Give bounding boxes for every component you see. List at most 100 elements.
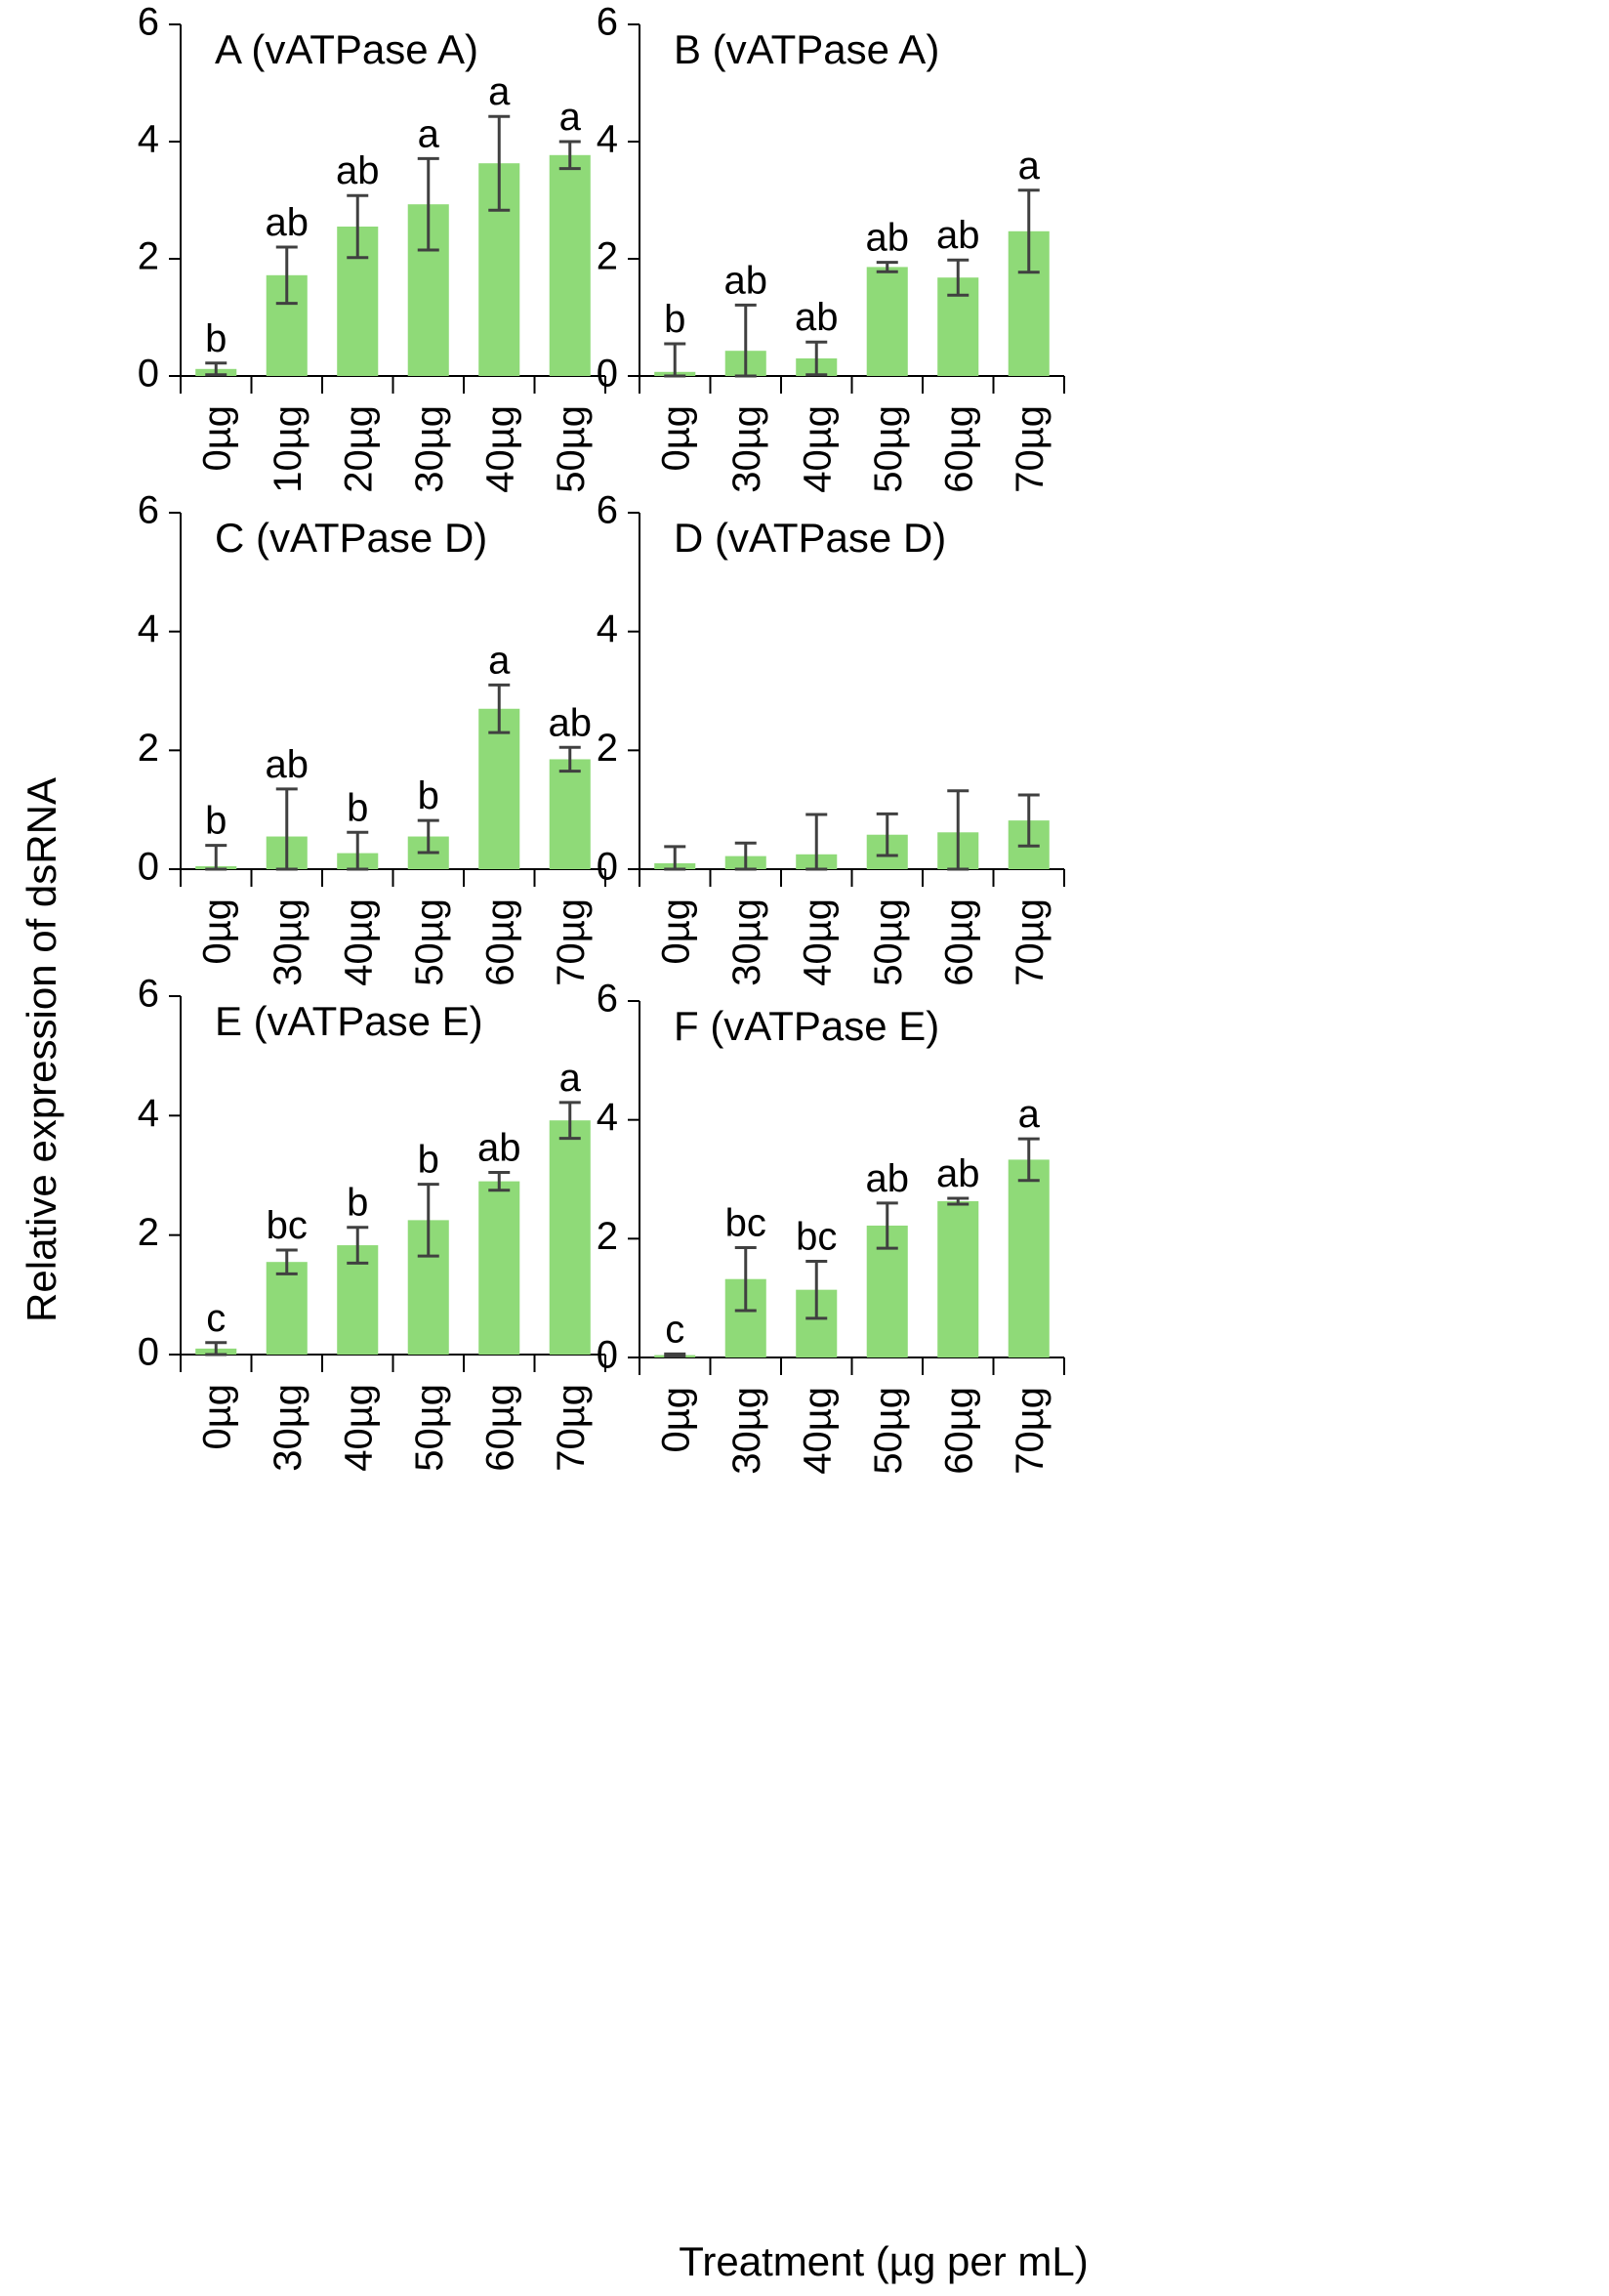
bar: [549, 154, 591, 376]
x-tick-label: 40µg: [796, 898, 839, 986]
y-tick-label: 2: [138, 1211, 159, 1254]
x-tick-label: 70µg: [1009, 405, 1052, 493]
x-tick-label: 70µg: [1009, 898, 1052, 986]
bar: [866, 267, 908, 376]
x-tick-label: 30µg: [725, 1387, 768, 1475]
x-tick-label: 40µg: [337, 898, 380, 986]
significance-label: b: [347, 1182, 368, 1225]
y-tick-label: 6: [597, 1, 618, 44]
significance-label: a: [559, 96, 582, 139]
x-tick-label: 50µg: [867, 405, 910, 493]
x-tick-label: 0µg: [195, 405, 238, 472]
significance-label: b: [418, 1139, 439, 1182]
bar: [478, 708, 520, 869]
chart-title: A (vATPase A): [215, 26, 478, 72]
significance-label: a: [559, 1057, 582, 1100]
x-tick-label: 0µg: [654, 1387, 697, 1453]
x-tick-label: 50µg: [550, 405, 593, 493]
significance-label: a: [418, 112, 440, 155]
significance-label: ab: [795, 296, 839, 339]
y-tick-label: 4: [138, 1092, 159, 1135]
x-tick-label: 60µg: [937, 898, 980, 986]
chart-title: E (vATPase E): [215, 998, 483, 1044]
significance-label: ab: [336, 149, 380, 192]
significance-label: a: [488, 70, 511, 113]
chart-panel: 0 2 4 6 c 0µg bc 30µg bc 40µg ab 50µg ab 60µg a 70µg F (…: [597, 978, 1065, 1475]
significance-label: ab: [477, 1126, 521, 1169]
x-tick-label: 60µg: [937, 405, 980, 493]
x-tick-label: 0µg: [654, 405, 697, 472]
significance-label: b: [664, 298, 685, 341]
significance-label: b: [205, 800, 227, 843]
y-tick-label: 6: [138, 1, 159, 44]
significance-label: a: [488, 639, 511, 682]
y-tick-label: 2: [597, 1215, 618, 1258]
x-tick-label: 0µg: [195, 1384, 238, 1450]
x-tick-label: 40µg: [796, 1387, 839, 1475]
x-tick-label: 30µg: [725, 898, 768, 986]
chart-title: D (vATPase D): [674, 515, 946, 561]
significance-label: ab: [549, 701, 593, 744]
x-tick-label: 40µg: [796, 405, 839, 493]
y-tick-label: 2: [597, 235, 618, 278]
bar: [549, 1120, 591, 1355]
x-tick-label: 0µg: [195, 898, 238, 965]
x-tick-label: 60µg: [478, 1384, 521, 1472]
significance-label: ab: [936, 214, 980, 257]
bar: [937, 1201, 979, 1357]
x-tick-label: 10µg: [267, 405, 309, 493]
bar: [549, 759, 591, 869]
chart-panel: 0 2 4 6 b 0µg ab 10µg ab 20µg a 30µg a 40µg a 50µg A (vA…: [138, 1, 606, 493]
y-tick-label: 0: [138, 846, 159, 889]
x-tick-label: 20µg: [337, 405, 380, 493]
significance-label: c: [665, 1308, 684, 1351]
y-tick-label: 2: [597, 727, 618, 770]
x-tick-label: 70µg: [550, 1384, 593, 1472]
y-tick-label: 6: [138, 973, 159, 1016]
y-tick-label: 0: [138, 1331, 159, 1374]
significance-label: ab: [724, 259, 768, 302]
y-tick-label: 4: [597, 118, 618, 161]
significance-label: b: [347, 786, 368, 829]
significance-label: bc: [796, 1215, 837, 1258]
chart-panel: 0 2 4 6 b 0µg ab 30µg ab 40µg ab 50µg ab 60µg a 70µg B (…: [597, 1, 1065, 493]
y-tick-label: 6: [597, 489, 618, 532]
significance-label: ab: [266, 743, 309, 786]
significance-label: b: [205, 317, 227, 360]
y-tick-label: 4: [597, 1096, 618, 1139]
significance-label: ab: [266, 201, 309, 244]
x-tick-label: 50µg: [408, 1384, 451, 1472]
x-tick-label: 60µg: [937, 1387, 980, 1475]
x-tick-label: 40µg: [337, 1384, 380, 1472]
x-tick-label: 60µg: [478, 898, 521, 986]
x-tick-label: 30µg: [267, 1384, 309, 1472]
y-tick-label: 4: [138, 118, 159, 161]
chart-panel: 0 2 4 6 b 0µg ab 30µg b 40µg b 50µg a 60µg ab 70µg C (vA…: [138, 489, 606, 986]
significance-label: a: [1018, 1093, 1041, 1136]
y-tick-label: 6: [597, 978, 618, 1021]
significance-label: ab: [866, 217, 910, 260]
y-tick-label: 0: [597, 846, 618, 889]
x-tick-label: 70µg: [550, 898, 593, 986]
x-tick-label: 50µg: [408, 898, 451, 986]
y-tick-label: 6: [138, 489, 159, 532]
significance-label: c: [206, 1297, 226, 1340]
significance-label: bc: [267, 1204, 308, 1247]
bar: [266, 1262, 308, 1355]
x-tick-label: 50µg: [867, 898, 910, 986]
y-tick-label: 2: [138, 727, 159, 770]
y-tick-label: 2: [138, 235, 159, 278]
bar: [1008, 1159, 1050, 1357]
x-tick-label: 30µg: [267, 898, 309, 986]
significance-label: a: [1018, 145, 1041, 188]
x-tick-label: 30µg: [725, 405, 768, 493]
significance-label: ab: [866, 1157, 910, 1200]
bar: [478, 1181, 520, 1355]
x-tick-label: 40µg: [478, 405, 521, 493]
y-tick-label: 4: [597, 607, 618, 650]
x-tick-label: 50µg: [867, 1387, 910, 1475]
chart-title: C (vATPase D): [215, 515, 487, 561]
chart-panel: 0 2 4 6 c 0µg bc 30µg b 40µg b 50µg ab 60µg a 70µg E (vA…: [138, 973, 606, 1472]
